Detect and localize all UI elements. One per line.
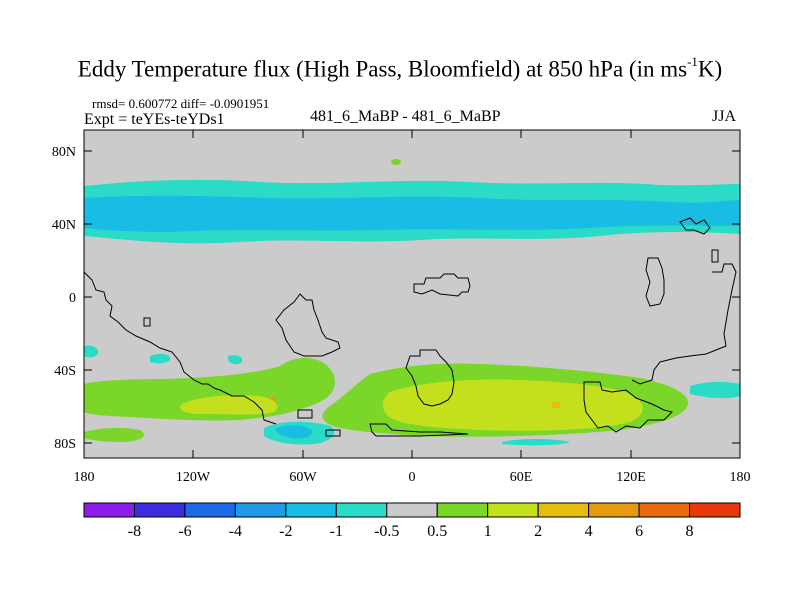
lat-label-40s: 40S (54, 364, 76, 379)
colorbar-label: -6 (178, 523, 191, 540)
colorbar-label: 0.5 (427, 523, 447, 540)
coastline-americas-north (83, 271, 277, 425)
sh-mid-patch-west (180, 395, 278, 415)
arctic-small-patch (391, 159, 401, 165)
colorbar-label: -1 (330, 523, 343, 540)
sh-negative-patch-5 (690, 382, 740, 399)
colorbar-labels: -8 -6 -4 -2 -1 -0.5 0.5 1 2 4 6 8 (128, 523, 694, 540)
sh-positive-core (382, 379, 643, 431)
lon-label-60e: 60E (510, 470, 533, 485)
lon-label-60w: 60W (289, 470, 317, 485)
sh-negative-patch-6 (502, 439, 570, 446)
colorbar-box (386, 502, 438, 518)
coastlines (83, 217, 737, 437)
lon-labels: 180 120W 60W 0 60E 120E 180 (74, 470, 751, 485)
lon-label-180e: 180 (730, 470, 751, 485)
lat-labels: 80N 40N 0 40S 80S (52, 145, 76, 452)
colorbar-box (83, 502, 135, 518)
lat-label-40n: 40N (52, 218, 76, 233)
sh-high-spot-east (552, 402, 560, 408)
expt-label: Expt = teYEs-teYDs1 (84, 111, 225, 128)
y-ticks (84, 150, 740, 444)
coastline-antarctica-west (297, 409, 313, 419)
colorbar-label: -2 (279, 523, 292, 540)
coastline-asia-east (645, 257, 665, 307)
colorbar-label: 1 (484, 523, 492, 540)
colorbar-box (487, 502, 539, 518)
lon-label-180w: 180 (74, 470, 95, 485)
lon-label-120e: 120E (616, 470, 646, 485)
map-field (84, 130, 740, 458)
colorbar-label: -4 (229, 523, 242, 540)
plot-title-end: K) (697, 56, 723, 82)
x-ticks (192, 130, 632, 458)
sh-negative-patch-3 (150, 353, 171, 364)
colorbar-box (588, 502, 640, 518)
colorbar-box (335, 502, 388, 518)
lat-label-0: 0 (69, 291, 76, 306)
colorbar-box (285, 502, 337, 518)
coastline-australia (583, 381, 673, 433)
colorbar-label: 8 (686, 523, 694, 540)
coastline-north-america-small (143, 317, 151, 327)
rmsd-diff-label: rmsd= 0.600772 diff= -0.0901951 (92, 96, 270, 111)
colorbar-box (184, 502, 236, 518)
sh-far-west-patch (84, 427, 144, 442)
colorbar-label: -0.5 (374, 523, 399, 540)
sh-negative-patch-4 (228, 355, 243, 365)
sh-negative-patch-2 (84, 345, 99, 358)
coastline-asia-southeast (631, 249, 737, 385)
coastline-antarctica-east (369, 423, 469, 437)
plot-title-superscript: -1 (687, 54, 698, 69)
colorbar (83, 502, 741, 518)
colorbar-label: -8 (128, 523, 141, 540)
coastline-japan (679, 217, 711, 235)
coastline-antarctica-edge (325, 429, 341, 437)
colorbar-box (234, 502, 287, 518)
colorbar-label: 6 (635, 523, 643, 540)
plot-title-main: Eddy Temperature flux (High Pass, Bloomf… (77, 56, 688, 82)
coastline-south-america (275, 293, 341, 357)
colorbar-box (638, 502, 691, 518)
coastline-africa-south (405, 349, 455, 407)
colorbar-box (436, 502, 489, 518)
nh-negative-band-core (84, 195, 740, 232)
colorbar-label: 2 (534, 523, 542, 540)
coastline-africa-north (413, 273, 471, 297)
lon-label-0: 0 (409, 470, 416, 485)
lon-label-120w: 120W (176, 470, 211, 485)
season-label: JJA (712, 108, 737, 125)
colorbar-box (133, 502, 186, 518)
colorbar-label: 4 (585, 523, 593, 540)
colorbar-box (689, 502, 741, 518)
lat-label-80s: 80S (54, 437, 76, 452)
experiment-subtitle: 481_6_MaBP - 481_6_MaBP (310, 108, 501, 125)
plot-title: Eddy Temperature flux (High Pass, Bloomf… (0, 54, 800, 83)
lat-label-80n: 80N (52, 145, 76, 160)
colorbar-box (537, 502, 590, 518)
sh-negative-patch-1-core (275, 425, 313, 439)
